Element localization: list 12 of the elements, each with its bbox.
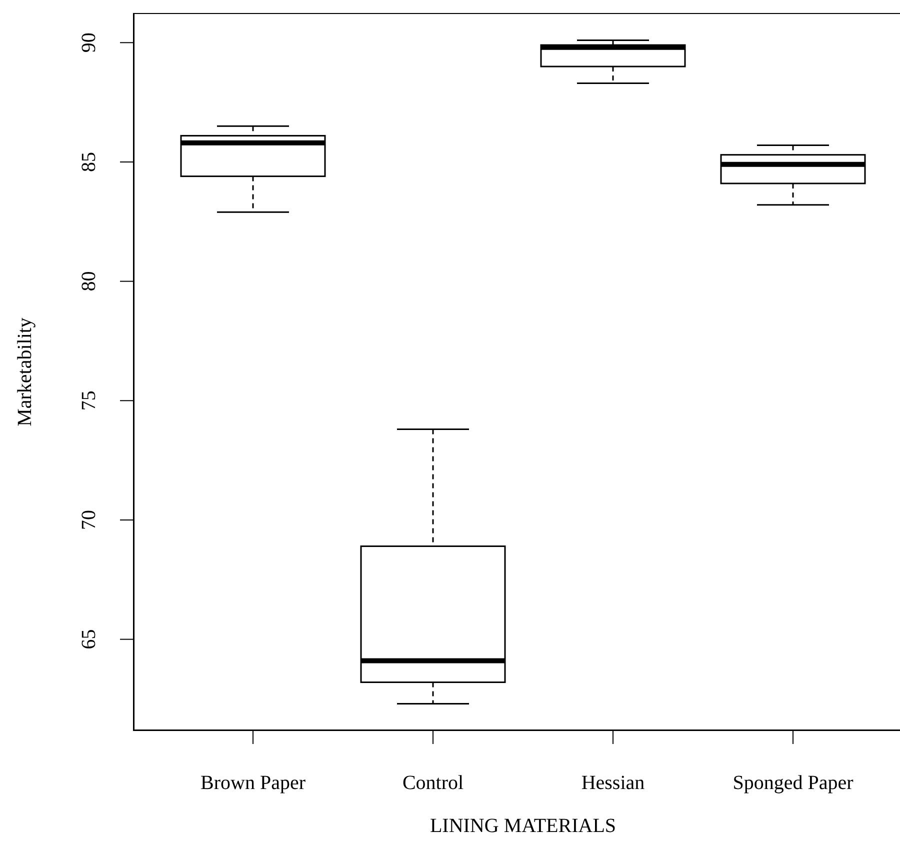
y-tick-label: 80 xyxy=(78,271,100,292)
x-tick-label: Brown Paper xyxy=(200,772,306,794)
y-tick-label: 90 xyxy=(78,32,100,53)
y-tick-label: 85 xyxy=(78,152,100,172)
y-tick-label: 65 xyxy=(78,629,100,650)
y-axis-title: Marketability xyxy=(14,318,36,426)
x-tick-label: Sponged Paper xyxy=(732,772,854,794)
x-tick-label: Hessian xyxy=(581,772,645,794)
x-tick-label: Control xyxy=(402,772,464,794)
y-tick-label: 75 xyxy=(78,390,100,411)
x-axis-title: LINING MATERIALS xyxy=(430,815,616,837)
y-tick-label: 70 xyxy=(78,510,100,530)
